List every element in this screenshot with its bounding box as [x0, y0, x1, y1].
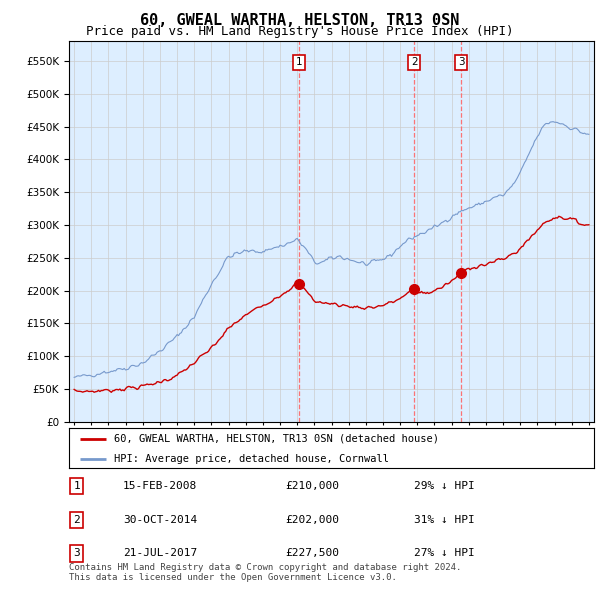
Text: 1: 1: [296, 57, 302, 67]
Text: Contains HM Land Registry data © Crown copyright and database right 2024.
This d: Contains HM Land Registry data © Crown c…: [69, 563, 461, 582]
Text: Price paid vs. HM Land Registry's House Price Index (HPI): Price paid vs. HM Land Registry's House …: [86, 25, 514, 38]
Text: £210,000: £210,000: [285, 481, 339, 491]
Text: 3: 3: [73, 549, 80, 558]
Text: 30-OCT-2014: 30-OCT-2014: [123, 515, 197, 525]
Text: HPI: Average price, detached house, Cornwall: HPI: Average price, detached house, Corn…: [113, 454, 389, 464]
Text: 31% ↓ HPI: 31% ↓ HPI: [414, 515, 475, 525]
Text: 29% ↓ HPI: 29% ↓ HPI: [414, 481, 475, 491]
Text: 1: 1: [73, 481, 80, 491]
Text: 2: 2: [411, 57, 418, 67]
Text: 2: 2: [73, 515, 80, 525]
Text: 3: 3: [458, 57, 464, 67]
Text: 60, GWEAL WARTHA, HELSTON, TR13 0SN: 60, GWEAL WARTHA, HELSTON, TR13 0SN: [140, 13, 460, 28]
Text: 60, GWEAL WARTHA, HELSTON, TR13 0SN (detached house): 60, GWEAL WARTHA, HELSTON, TR13 0SN (det…: [113, 434, 439, 444]
Text: 21-JUL-2017: 21-JUL-2017: [123, 549, 197, 558]
Text: £202,000: £202,000: [285, 515, 339, 525]
Text: £227,500: £227,500: [285, 549, 339, 558]
Text: 27% ↓ HPI: 27% ↓ HPI: [414, 549, 475, 558]
Text: 15-FEB-2008: 15-FEB-2008: [123, 481, 197, 491]
